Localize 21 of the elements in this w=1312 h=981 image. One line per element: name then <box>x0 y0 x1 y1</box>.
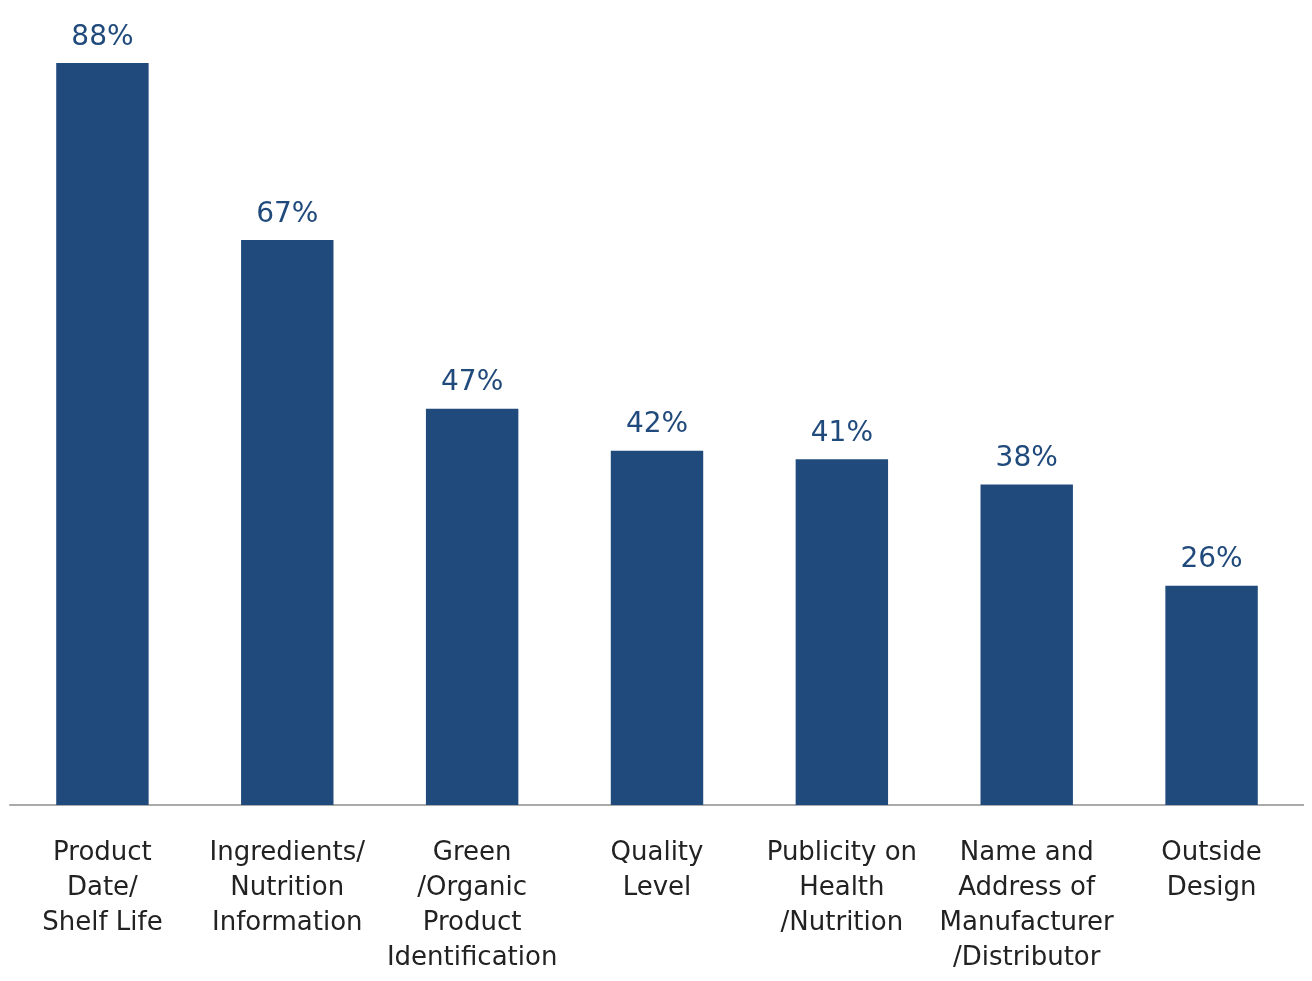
bar <box>56 63 149 805</box>
data-label: 38% <box>995 440 1058 474</box>
x-tick-label: Outside Design <box>1161 835 1262 901</box>
bar <box>980 484 1073 805</box>
bar <box>610 450 704 805</box>
x-tick-label: Publicity on Health /Nutrition <box>766 835 918 936</box>
bar <box>795 459 889 805</box>
data-label: 26% <box>1180 541 1243 575</box>
x-tick-label: Quality Level <box>610 835 704 901</box>
bar <box>1165 585 1258 805</box>
x-tick-label: Name and Address of Manufacturer /Distributor <box>939 835 1115 971</box>
data-label: 42% <box>625 406 689 440</box>
data-label: 67% <box>256 195 319 229</box>
bar <box>425 408 519 805</box>
x-tick-label: Green /Organic Product Identification <box>386 835 558 971</box>
x-tick-label: Ingredients/ Nutrition Information <box>209 835 366 936</box>
data-label: 47% <box>441 364 504 398</box>
x-tick-label: Product Date/ Shelf Life <box>42 835 163 936</box>
data-label: 41% <box>810 414 873 448</box>
data-label: 88% <box>71 18 134 52</box>
bar <box>241 240 334 805</box>
